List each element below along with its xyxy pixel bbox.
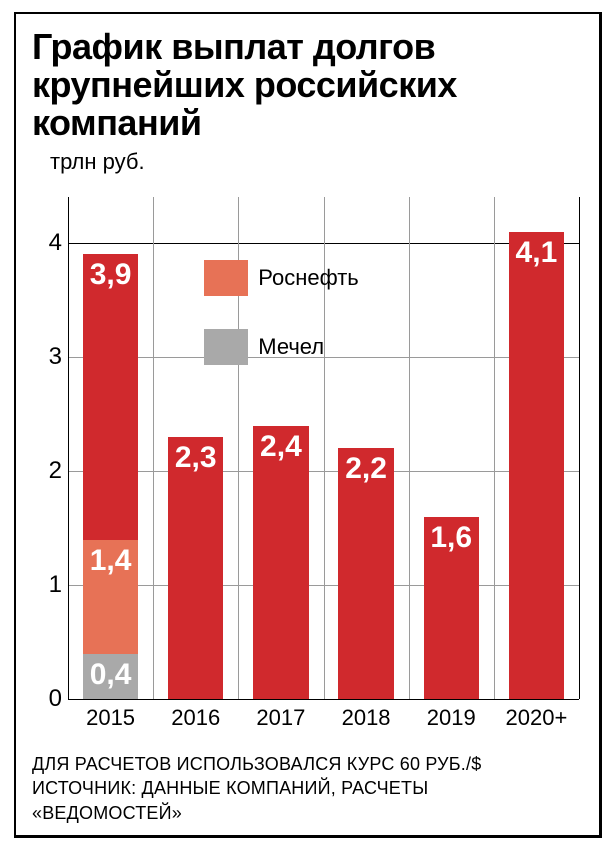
gridline-v: [579, 197, 580, 699]
footer-line-2: ИСТОЧНИК: ДАННЫЕ КОМПАНИЙ, РАСЧЕТЫ «ВЕДО…: [32, 776, 583, 825]
chart-frame: График выплат долгов крупнейших российск…: [14, 12, 602, 838]
bar: 1,6: [424, 517, 479, 700]
bar-value-label: 0,4: [83, 658, 138, 692]
y-tick-label: 0: [32, 685, 62, 713]
y-tick-label: 3: [32, 343, 62, 371]
bar: 2,2: [338, 448, 393, 699]
bar-value-label: 2,3: [168, 441, 223, 475]
gridline-v: [494, 197, 495, 699]
bar: 2,4: [253, 426, 308, 700]
y-tick-label: 4: [32, 229, 62, 257]
x-tick-label: 2015: [86, 705, 135, 731]
gridline-v: [153, 197, 154, 699]
bar-value-label: 1,6: [424, 521, 479, 555]
bar: 2,3: [168, 437, 223, 699]
gridline-v: [68, 197, 69, 699]
bar-segment: [253, 426, 308, 700]
bar-value-label: 2,4: [253, 430, 308, 464]
bar-segment: [168, 437, 223, 699]
legend-item: Мечел: [204, 329, 324, 365]
x-tick-label: 2019: [427, 705, 476, 731]
gridline-h: [68, 699, 579, 700]
bar-value-label: 1,4: [83, 544, 138, 578]
y-tick-label: 1: [32, 571, 62, 599]
x-tick-label: 2016: [171, 705, 220, 731]
bar-value-label: 2,2: [338, 452, 393, 486]
legend-swatch: [204, 260, 248, 296]
bar-value-label: 4,1: [509, 236, 564, 270]
bar: 4,1: [509, 232, 564, 700]
y-tick-label: 2: [32, 457, 62, 485]
y-axis-label: трлн руб.: [16, 147, 599, 175]
legend-swatch: [204, 329, 248, 365]
x-tick-label: 2020+: [506, 705, 568, 731]
bar-segment: [509, 232, 564, 700]
bar-segment: [83, 254, 138, 539]
legend-label: Мечел: [258, 334, 324, 360]
legend-item: Роснефть: [204, 260, 358, 296]
x-tick-label: 2018: [342, 705, 391, 731]
plot-area: 0,4 1,4 3,9 2,3 2,4 2,2 1,6 4,1 0 1 2 3 4 2015 2016 2…: [32, 181, 583, 731]
x-tick-label: 2017: [256, 705, 305, 731]
bar: 0,4 1,4 3,9: [83, 254, 138, 699]
gridline-v: [409, 197, 410, 699]
chart-title: График выплат долгов крупнейших российск…: [16, 14, 599, 147]
bar-value-label: 3,9: [83, 258, 138, 292]
legend-label: Роснефть: [258, 265, 358, 291]
chart-footer: ДЛЯ РАСЧЕТОВ ИСПОЛЬЗОВАЛСЯ КУРС 60 РУБ./…: [32, 752, 583, 825]
footer-line-1: ДЛЯ РАСЧЕТОВ ИСПОЛЬЗОВАЛСЯ КУРС 60 РУБ./…: [32, 752, 583, 776]
